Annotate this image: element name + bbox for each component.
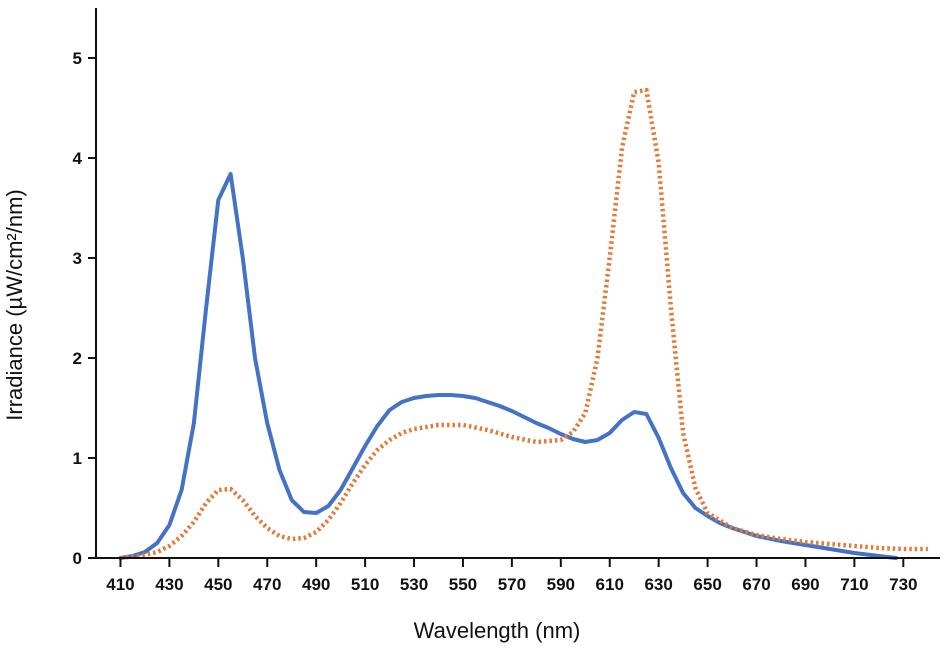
x-tick-label: 630 — [644, 575, 672, 594]
x-tick-label: 470 — [253, 575, 281, 594]
x-axis-title: Wavelength (nm) — [414, 618, 581, 643]
plot-lines — [118, 87, 928, 561]
y-tick-label: 3 — [73, 249, 82, 268]
x-tick-label: 490 — [302, 575, 330, 594]
y-axis-title: Irradiance (µW/cm²/nm) — [2, 189, 27, 420]
x-tick-label: 410 — [106, 575, 134, 594]
data-point — [572, 431, 575, 434]
x-tick-label: 450 — [204, 575, 232, 594]
x-tick-label: 530 — [400, 575, 428, 594]
x-ticks: 410 430 450 470 490 510 530 550 570 590 610 630 650 6… — [106, 558, 917, 594]
x-tick-label: 650 — [693, 575, 721, 594]
y-tick-label: 0 — [73, 549, 82, 568]
x-tick-label: 430 — [155, 575, 183, 594]
y-ticks: 0 1 2 3 4 5 — [73, 49, 96, 568]
y-tick-label: 4 — [73, 149, 83, 168]
x-tick-label: 690 — [791, 575, 819, 594]
x-tick-label: 670 — [742, 575, 770, 594]
x-tick-label: 550 — [449, 575, 477, 594]
x-tick-label: 570 — [498, 575, 526, 594]
x-tick-label: 510 — [351, 575, 379, 594]
x-tick-label: 590 — [547, 575, 575, 594]
series-line-1 — [118, 172, 898, 560]
x-tick-label: 710 — [840, 575, 868, 594]
series-line-2 — [120, 87, 928, 561]
x-tick-label: 610 — [596, 575, 624, 594]
y-tick-label: 2 — [73, 349, 82, 368]
y-tick-label: 1 — [73, 449, 82, 468]
x-tick-label: 730 — [889, 575, 917, 594]
y-tick-label: 5 — [73, 49, 82, 68]
